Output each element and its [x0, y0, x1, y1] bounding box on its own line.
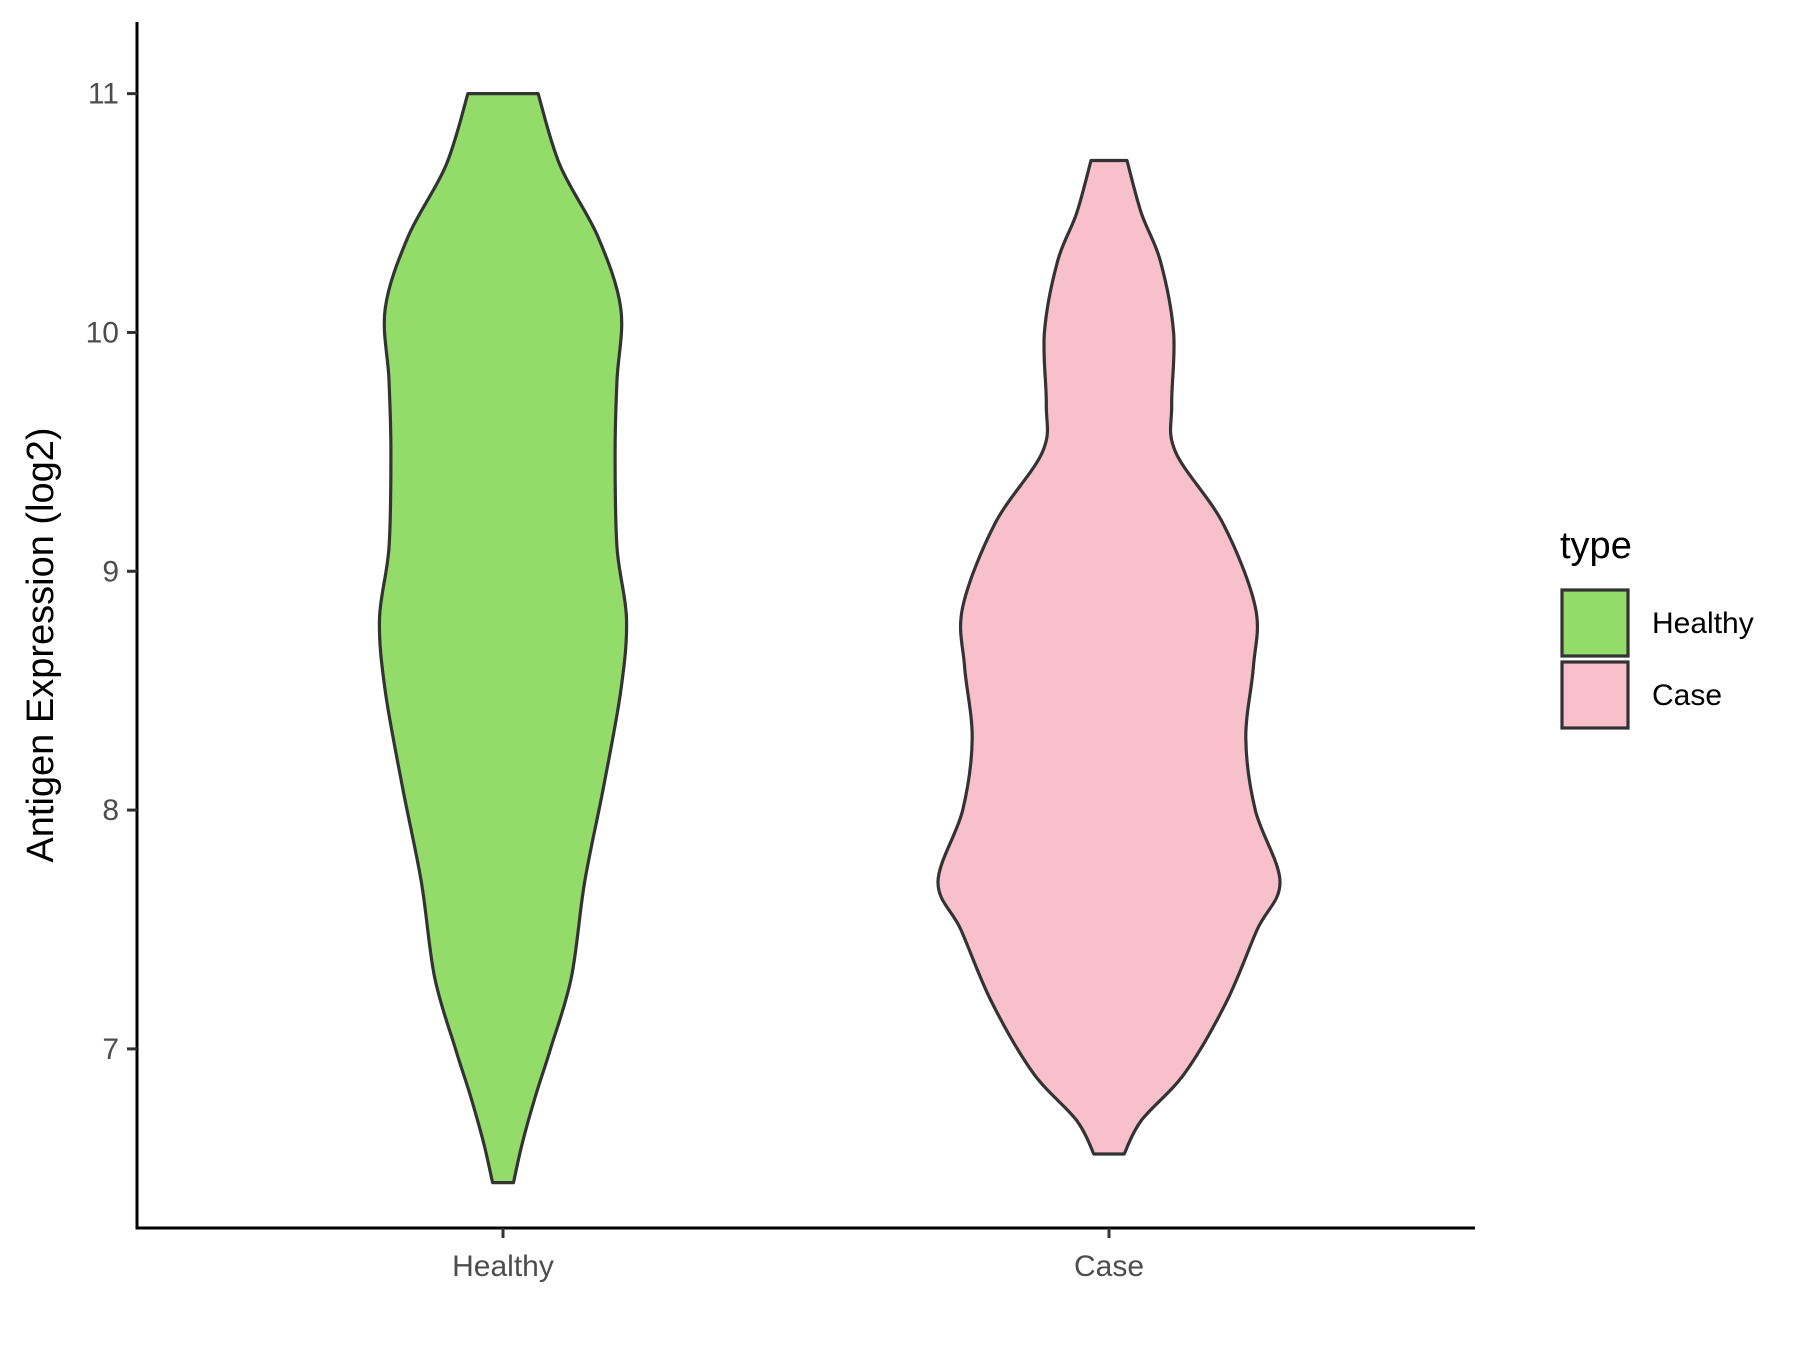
legend-label-healthy: Healthy	[1652, 607, 1754, 640]
y-tick-label: 9	[102, 555, 119, 588]
legend: type Healthy Case	[1560, 525, 1754, 730]
violin-healthy	[377, 92, 629, 1185]
y-axis-ticks: 7 8 9 10 11	[86, 78, 137, 1066]
legend-entries: Healthy Case	[1560, 588, 1754, 730]
legend-title: type	[1560, 525, 1632, 567]
axes	[135, 22, 1475, 1230]
x-axis-ticks: Healthy Case	[452, 1228, 1144, 1283]
y-tick-label: 10	[86, 316, 119, 349]
y-tick-label: 11	[88, 78, 119, 111]
x-tick-label-case: Case	[1074, 1250, 1144, 1283]
y-tick-label: 8	[102, 794, 119, 827]
y-axis-title: Antigen Expression (log2)	[20, 427, 62, 862]
violin-case	[936, 158, 1282, 1156]
legend-label-case: Case	[1652, 679, 1722, 712]
y-tick-label: 7	[102, 1033, 119, 1066]
violin-group	[377, 92, 1282, 1185]
legend-key-case	[1560, 660, 1630, 730]
x-tick-label-healthy: Healthy	[452, 1250, 554, 1283]
legend-key-healthy	[1560, 588, 1630, 658]
